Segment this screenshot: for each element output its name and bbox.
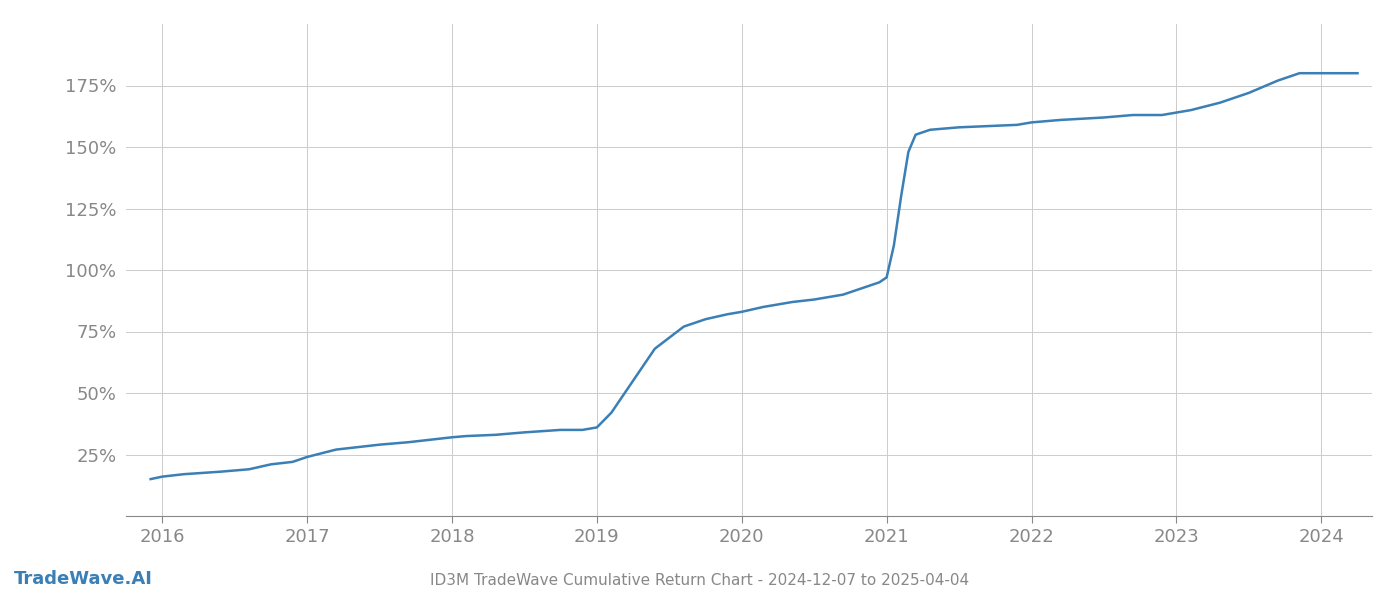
Text: TradeWave.AI: TradeWave.AI — [14, 570, 153, 588]
Text: ID3M TradeWave Cumulative Return Chart - 2024-12-07 to 2025-04-04: ID3M TradeWave Cumulative Return Chart -… — [430, 573, 970, 588]
